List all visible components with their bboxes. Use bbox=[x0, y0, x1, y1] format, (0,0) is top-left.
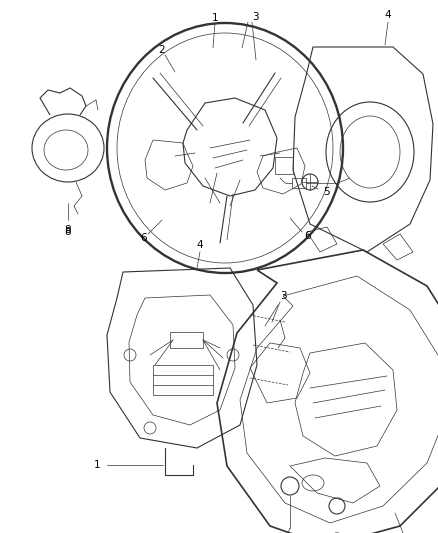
Text: 4: 4 bbox=[197, 240, 203, 250]
Text: 3: 3 bbox=[280, 291, 286, 301]
Text: 8: 8 bbox=[65, 225, 71, 235]
Text: 3: 3 bbox=[252, 12, 258, 22]
Text: 5: 5 bbox=[323, 187, 329, 197]
Text: 1: 1 bbox=[94, 460, 100, 470]
Text: 1: 1 bbox=[212, 13, 218, 23]
Text: 6: 6 bbox=[141, 233, 147, 243]
Text: 6: 6 bbox=[305, 231, 311, 241]
Text: 8: 8 bbox=[65, 227, 71, 237]
Text: 4: 4 bbox=[385, 10, 391, 20]
Text: 2: 2 bbox=[159, 45, 165, 55]
